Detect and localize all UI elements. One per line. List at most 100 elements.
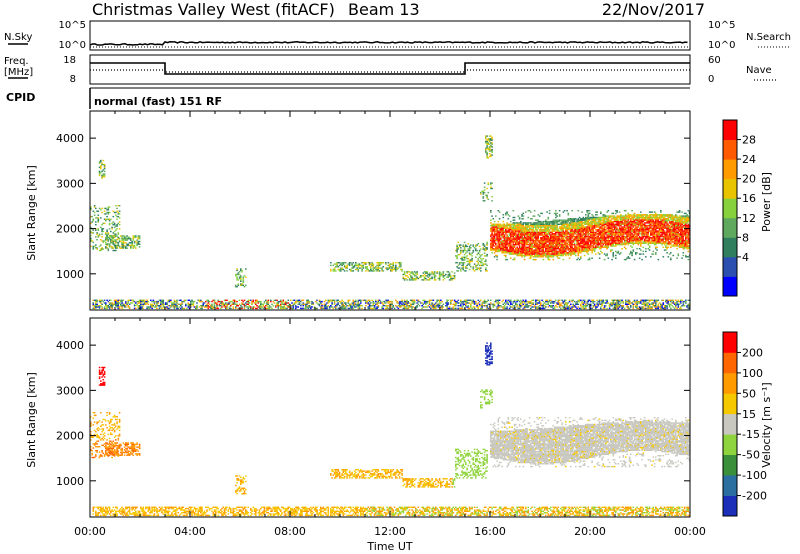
data-cell	[391, 268, 393, 271]
data-cell	[516, 238, 518, 240]
data-cell	[516, 234, 518, 236]
data-cell	[515, 253, 517, 255]
data-cell	[523, 229, 526, 231]
data-cell	[522, 229, 525, 231]
data-cell	[495, 234, 497, 236]
data-cell	[503, 252, 506, 254]
data-cell	[207, 300, 210, 303]
data-cell	[372, 302, 375, 304]
data-cell	[583, 248, 586, 250]
data-cell	[402, 303, 405, 305]
data-cell	[181, 307, 183, 310]
data-cell	[655, 300, 657, 303]
data-cell	[503, 235, 506, 238]
data-cell	[485, 268, 487, 271]
data-cell	[502, 214, 505, 216]
data-cell	[560, 233, 562, 235]
data-cell	[578, 227, 581, 229]
data-cell	[472, 251, 475, 253]
data-cell	[542, 226, 545, 228]
data-cell	[573, 219, 576, 221]
data-cell	[578, 307, 581, 310]
data-cell	[380, 300, 382, 303]
data-cell	[243, 307, 246, 310]
data-cell	[471, 260, 473, 263]
data-cell	[432, 303, 435, 305]
data-cell	[501, 300, 503, 303]
data-cell	[357, 302, 360, 304]
data-cell	[97, 214, 100, 216]
data-cell	[93, 307, 96, 310]
data-cell	[365, 266, 367, 268]
data-cell	[480, 257, 482, 260]
data-cell	[518, 306, 521, 308]
data-cell	[530, 305, 532, 307]
data-cell	[457, 302, 460, 304]
data-cell	[485, 147, 487, 149]
data-cell	[438, 305, 441, 307]
data-cell	[318, 299, 321, 301]
data-cell	[515, 237, 517, 239]
data-cell	[542, 243, 545, 246]
data-cell	[103, 167, 106, 170]
data-cell	[543, 305, 546, 307]
data-cell	[387, 299, 390, 301]
data-cell	[473, 300, 476, 303]
data-cell	[516, 254, 518, 257]
data-cell	[181, 306, 183, 308]
data-cell	[97, 236, 100, 238]
data-cell	[636, 299, 638, 301]
data-cell	[535, 248, 537, 250]
data-cell	[496, 233, 498, 235]
data-cell	[357, 270, 360, 272]
data-cell	[550, 246, 552, 248]
data-cell	[535, 223, 537, 225]
data-cell	[175, 300, 177, 303]
data-cell	[566, 229, 568, 231]
data-cell	[542, 256, 545, 258]
data-cell	[595, 234, 597, 236]
data-cell	[547, 216, 550, 219]
data-cell	[493, 305, 496, 307]
data-cell	[503, 302, 506, 304]
data-cell	[141, 299, 143, 301]
data-cell	[505, 243, 507, 246]
data-cell	[685, 299, 687, 301]
data-cell	[372, 270, 375, 272]
data-cell	[508, 250, 511, 253]
data-cell	[408, 305, 411, 307]
data-cell	[515, 250, 517, 253]
data-cell	[475, 300, 477, 303]
data-cell	[578, 258, 581, 261]
data-cell	[530, 237, 532, 239]
data-cell	[592, 243, 595, 246]
data-cell	[98, 172, 101, 174]
data-cell	[560, 234, 562, 236]
data-cell	[586, 231, 588, 234]
data-cell	[550, 253, 552, 255]
data-cell	[548, 252, 551, 254]
data-cell	[411, 300, 413, 303]
data-cell	[472, 300, 475, 303]
data-cell	[590, 241, 592, 243]
data-cell	[360, 305, 362, 307]
data-cell	[545, 245, 547, 247]
data-cell	[552, 248, 555, 250]
data-cell	[521, 218, 523, 220]
data-cell	[492, 248, 495, 250]
data-cell	[661, 306, 663, 308]
data-cell	[521, 302, 523, 304]
data-cell	[458, 302, 461, 304]
data-cell	[575, 249, 577, 251]
data-cell	[542, 237, 545, 239]
data-cell	[485, 194, 487, 196]
data-cell	[567, 307, 570, 310]
data-cell	[491, 303, 493, 305]
data-cell	[647, 299, 650, 301]
data-cell	[382, 270, 385, 272]
data-cell	[547, 233, 550, 235]
data-cell	[97, 217, 100, 219]
data-cell	[625, 302, 627, 304]
data-cell	[525, 229, 527, 231]
data-cell	[508, 249, 511, 251]
